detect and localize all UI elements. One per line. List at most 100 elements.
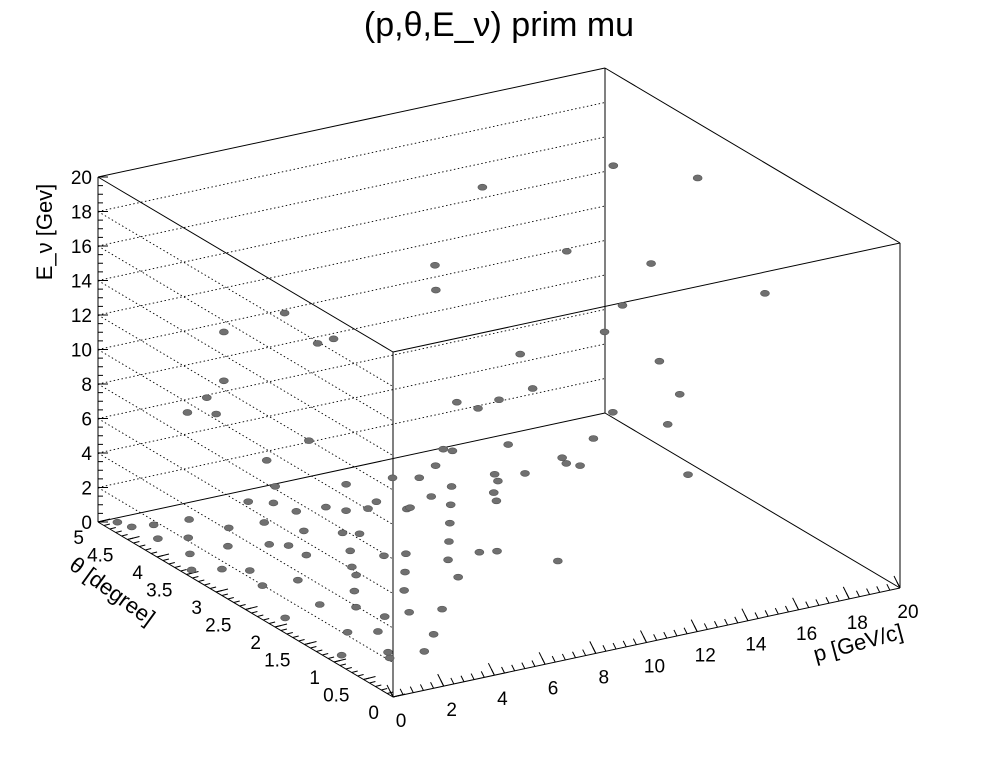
data-point bbox=[527, 385, 538, 392]
y-tick-label: 5 bbox=[73, 528, 84, 549]
y-minor-tick bbox=[156, 555, 164, 558]
data-point bbox=[438, 445, 449, 453]
y-minor-tick bbox=[180, 569, 187, 572]
data-point bbox=[185, 550, 195, 558]
x-minor-tick bbox=[531, 660, 536, 667]
y-minor-tick bbox=[251, 611, 258, 614]
data-point bbox=[443, 556, 453, 564]
box-edge bbox=[604, 67, 901, 244]
y-minor-tick bbox=[209, 586, 217, 589]
grid-line-back bbox=[97, 136, 606, 247]
y-minor-tick bbox=[322, 653, 329, 656]
data-point bbox=[477, 183, 488, 191]
data-point bbox=[279, 309, 290, 317]
x-minor-tick bbox=[430, 682, 435, 689]
data-point bbox=[437, 605, 447, 613]
y-tick-label: 3 bbox=[191, 598, 202, 619]
x-tick-label: 20 bbox=[897, 602, 918, 623]
y-minor-tick bbox=[245, 607, 252, 610]
data-point bbox=[293, 576, 303, 584]
y-minor-tick bbox=[227, 597, 234, 600]
y-minor-tick bbox=[233, 600, 240, 603]
x-tick-label: 6 bbox=[548, 678, 559, 699]
y-tick-label: 4 bbox=[132, 563, 143, 584]
y-tick-label: 2.5 bbox=[205, 616, 231, 637]
grid-line-back bbox=[97, 240, 606, 350]
data-point bbox=[489, 470, 500, 478]
grid-line-left bbox=[97, 211, 394, 387]
data-point bbox=[405, 504, 415, 511]
y-minor-tick bbox=[121, 534, 128, 537]
data-point bbox=[301, 551, 312, 559]
x-minor-tick bbox=[470, 673, 475, 680]
y-minor-tick bbox=[168, 562, 175, 565]
x-minor-tick bbox=[592, 647, 597, 654]
data-point bbox=[148, 521, 159, 529]
x-minor-tick bbox=[825, 597, 830, 604]
x-minor-tick bbox=[561, 653, 566, 661]
data-point bbox=[452, 398, 462, 406]
y-minor-tick bbox=[369, 681, 376, 684]
data-point bbox=[201, 394, 212, 401]
z-tick-label: 16 bbox=[71, 237, 92, 258]
data-point bbox=[515, 350, 526, 358]
data-point bbox=[654, 357, 665, 365]
data-point bbox=[493, 477, 503, 485]
data-point bbox=[447, 447, 458, 455]
y-minor-tick bbox=[215, 590, 223, 593]
y-minor-tick bbox=[392, 695, 400, 698]
data-point bbox=[414, 474, 425, 482]
data-point bbox=[182, 409, 193, 416]
grid-line-back bbox=[97, 171, 606, 281]
x-minor-tick bbox=[653, 634, 658, 641]
data-point bbox=[342, 628, 353, 636]
data-point bbox=[444, 538, 454, 545]
data-point bbox=[304, 437, 314, 444]
x-minor-tick bbox=[815, 599, 820, 606]
grid-line-left bbox=[97, 487, 394, 663]
y-minor-tick bbox=[286, 632, 293, 635]
x-tick-label: 14 bbox=[745, 635, 767, 656]
data-point bbox=[520, 470, 530, 477]
x-minor-tick bbox=[490, 668, 495, 676]
y-minor-tick bbox=[298, 639, 305, 642]
y-minor-tick bbox=[280, 628, 288, 631]
y-minor-tick bbox=[363, 677, 370, 680]
z-tick-label: 12 bbox=[71, 306, 92, 327]
data-point bbox=[503, 441, 513, 448]
data-point bbox=[280, 614, 290, 622]
y-minor-tick bbox=[263, 618, 270, 621]
x-minor-tick bbox=[450, 677, 455, 685]
data-point bbox=[219, 328, 229, 336]
x-minor-tick bbox=[866, 588, 871, 595]
y-minor-tick bbox=[103, 523, 111, 526]
data-point bbox=[371, 498, 382, 506]
data-point bbox=[126, 523, 137, 531]
x-minor-tick bbox=[541, 658, 546, 665]
x-minor-tick bbox=[693, 625, 698, 632]
x-minor-tick bbox=[744, 614, 749, 621]
data-point bbox=[491, 497, 502, 505]
y-minor-tick bbox=[345, 667, 352, 670]
data-point bbox=[347, 563, 357, 571]
grid-line-back bbox=[97, 343, 606, 454]
data-point bbox=[617, 302, 628, 309]
z-tick-label: 18 bbox=[71, 203, 92, 224]
data-point bbox=[473, 405, 483, 412]
data-point bbox=[428, 630, 439, 638]
data-point bbox=[268, 499, 279, 507]
data-point bbox=[599, 328, 610, 336]
data-point bbox=[351, 603, 361, 611]
grid-line-back bbox=[97, 274, 606, 385]
y-minor-tick bbox=[381, 688, 388, 691]
y-minor-tick bbox=[174, 565, 181, 568]
y-minor-tick bbox=[310, 646, 317, 649]
z-tick-label: 14 bbox=[71, 272, 93, 293]
box-edge bbox=[604, 412, 901, 589]
y-minor-tick bbox=[327, 656, 335, 659]
grid-line-left bbox=[97, 245, 394, 422]
y-minor-tick bbox=[133, 541, 140, 544]
x-minor-tick bbox=[774, 607, 779, 615]
data-point bbox=[384, 654, 395, 662]
y-minor-tick bbox=[357, 674, 364, 677]
